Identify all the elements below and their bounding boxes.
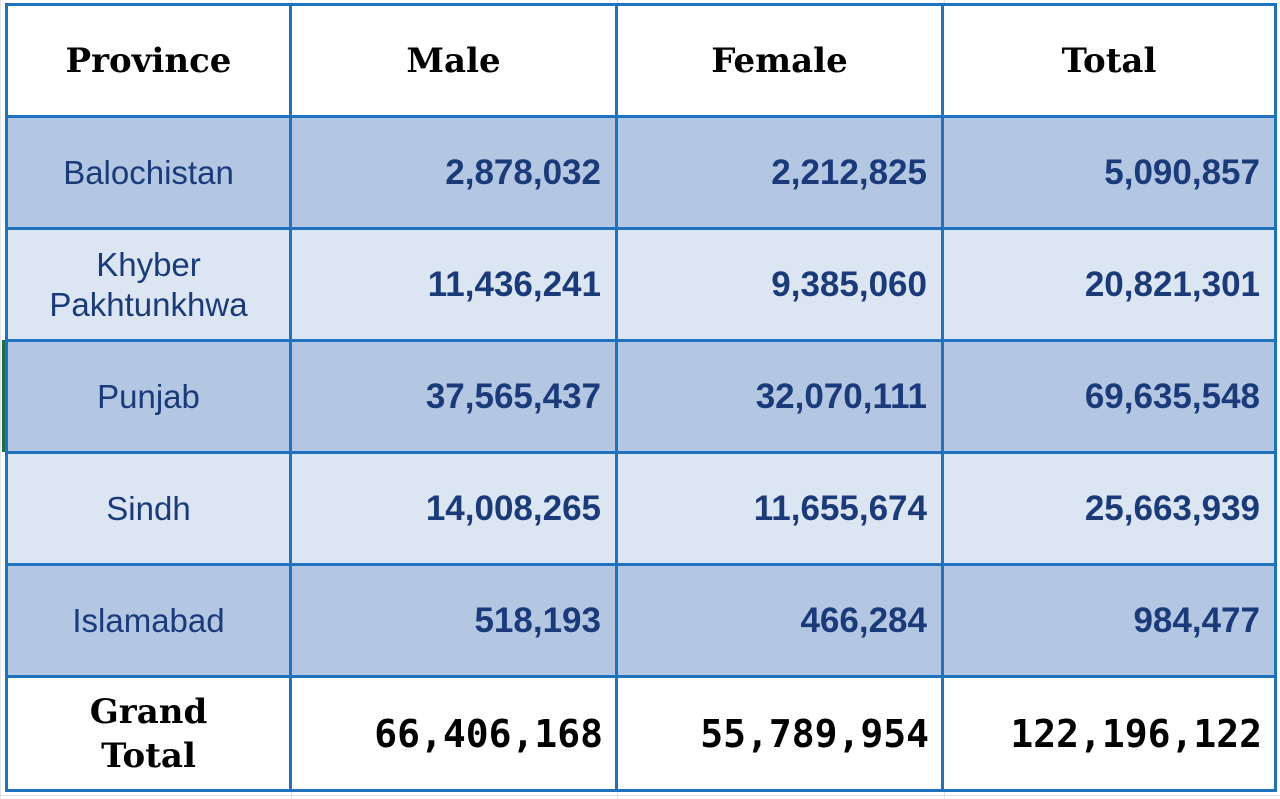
cell-male[interactable]: 2,878,032 <box>289 115 618 230</box>
header-female[interactable]: Female <box>615 3 944 118</box>
cell-total[interactable]: 25,663,939 <box>941 451 1277 566</box>
row-selection-marker <box>2 340 5 452</box>
table-row: Punjab 37,565,437 32,070,111 69,635,548 <box>5 339 1277 454</box>
cell-male[interactable]: 37,565,437 <box>289 339 618 454</box>
cell-grand-total-male[interactable]: 66,406,168 <box>289 675 618 792</box>
cell-grand-total-label[interactable]: Grand Total <box>5 675 292 792</box>
cell-female[interactable]: 466,284 <box>615 563 944 678</box>
cell-province[interactable]: Punjab <box>5 339 292 454</box>
cell-grand-total[interactable]: 122,196,122 <box>941 675 1277 792</box>
cell-total[interactable]: 20,821,301 <box>941 227 1277 342</box>
header-total[interactable]: Total <box>941 3 1277 118</box>
cell-total[interactable]: 5,090,857 <box>941 115 1277 230</box>
cell-male[interactable]: 518,193 <box>289 563 618 678</box>
cell-total[interactable]: 984,477 <box>941 563 1277 678</box>
gridline <box>0 795 1280 796</box>
grand-total-row: Grand Total 66,406,168 55,789,954 122,19… <box>5 675 1277 792</box>
header-row: Province Male Female Total <box>5 3 1277 118</box>
cell-total[interactable]: 69,635,548 <box>941 339 1277 454</box>
cell-province[interactable]: Khyber Pakhtunkhwa <box>5 227 292 342</box>
cell-female[interactable]: 11,655,674 <box>615 451 944 566</box>
cell-male[interactable]: 14,008,265 <box>289 451 618 566</box>
cell-province[interactable]: Islamabad <box>5 563 292 678</box>
table-row: Balochistan 2,878,032 2,212,825 5,090,85… <box>5 115 1277 230</box>
cell-province[interactable]: Balochistan <box>5 115 292 230</box>
header-male[interactable]: Male <box>289 3 618 118</box>
table-row: Islamabad 518,193 466,284 984,477 <box>5 563 1277 678</box>
header-province[interactable]: Province <box>5 3 292 118</box>
cell-female[interactable]: 9,385,060 <box>615 227 944 342</box>
cell-province-line: Pakhtunkhwa <box>49 285 248 323</box>
table-row: Sindh 14,008,265 11,655,674 25,663,939 <box>5 451 1277 566</box>
cell-grand-total-female[interactable]: 55,789,954 <box>615 675 944 792</box>
table-row: Khyber Pakhtunkhwa 11,436,241 9,385,060 … <box>5 227 1277 342</box>
cell-province-line: Khyber <box>96 245 201 283</box>
cell-female[interactable]: 32,070,111 <box>615 339 944 454</box>
grand-total-label-line: Grand <box>89 691 208 732</box>
population-table: Province Male Female Total Balochistan 2… <box>5 3 1277 792</box>
grand-total-label-line: Total <box>101 735 196 776</box>
cell-female[interactable]: 2,212,825 <box>615 115 944 230</box>
cell-province[interactable]: Sindh <box>5 451 292 566</box>
cell-male[interactable]: 11,436,241 <box>289 227 618 342</box>
